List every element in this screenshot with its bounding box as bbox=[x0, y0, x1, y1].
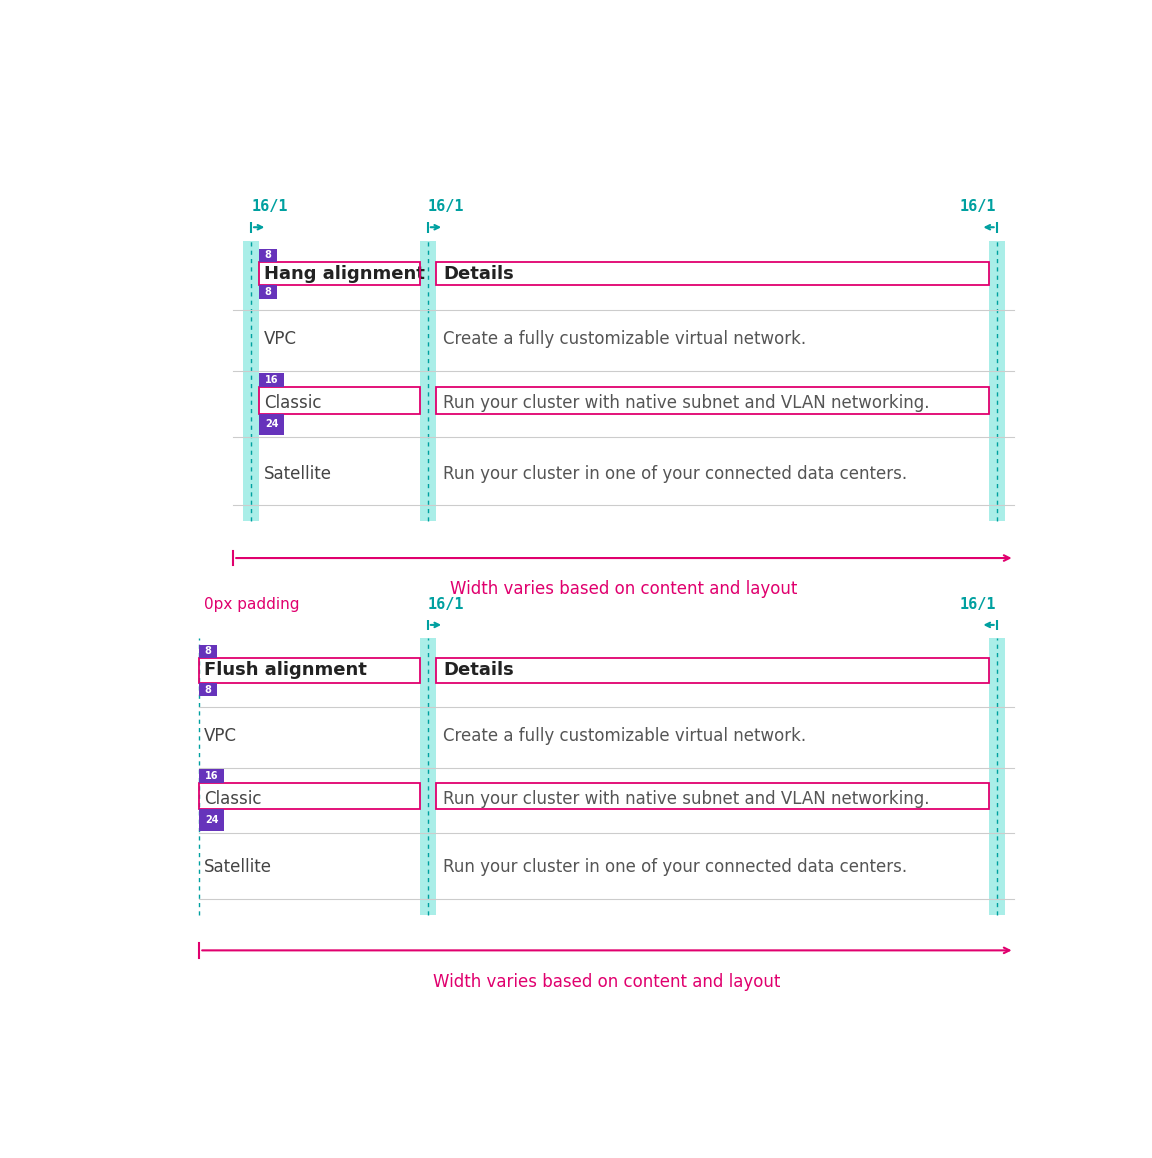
Bar bbox=[243, 241, 259, 521]
Bar bbox=[199, 658, 419, 683]
Text: Width varies based on content and layout: Width varies based on content and layout bbox=[433, 973, 781, 990]
Bar bbox=[259, 262, 419, 285]
Text: Run your cluster in one of your connected data centers.: Run your cluster in one of your connecte… bbox=[444, 858, 908, 877]
Text: 8: 8 bbox=[205, 646, 212, 657]
Text: 16/1: 16/1 bbox=[427, 199, 464, 214]
Text: Create a fully customizable virtual network.: Create a fully customizable virtual netw… bbox=[444, 330, 806, 347]
Bar bbox=[259, 413, 285, 435]
Bar bbox=[419, 638, 435, 915]
Bar bbox=[199, 769, 225, 783]
Bar bbox=[259, 285, 276, 299]
Bar bbox=[199, 809, 225, 831]
Bar bbox=[199, 783, 419, 809]
Text: 16/1: 16/1 bbox=[251, 199, 288, 214]
Bar bbox=[259, 387, 419, 413]
Bar bbox=[259, 249, 276, 262]
Text: Classic: Classic bbox=[204, 790, 262, 808]
Bar bbox=[435, 262, 988, 285]
Bar bbox=[259, 374, 285, 387]
Text: Details: Details bbox=[444, 661, 514, 680]
Text: Width varies based on content and layout: Width varies based on content and layout bbox=[450, 580, 797, 599]
Text: VPC: VPC bbox=[264, 330, 296, 347]
Text: 16/1: 16/1 bbox=[960, 596, 996, 611]
Text: VPC: VPC bbox=[204, 727, 237, 746]
Text: Run your cluster in one of your connected data centers.: Run your cluster in one of your connecte… bbox=[444, 466, 908, 483]
Bar bbox=[435, 783, 988, 809]
Text: 16: 16 bbox=[265, 375, 279, 386]
Text: Flush alignment: Flush alignment bbox=[204, 661, 366, 680]
Text: Details: Details bbox=[444, 264, 514, 283]
Bar bbox=[988, 638, 1005, 915]
Text: 8: 8 bbox=[205, 684, 212, 695]
Bar bbox=[988, 241, 1005, 521]
Bar bbox=[199, 683, 218, 696]
Text: Create a fully customizable virtual network.: Create a fully customizable virtual netw… bbox=[444, 727, 806, 746]
Bar bbox=[199, 645, 218, 658]
Bar bbox=[419, 241, 435, 521]
Text: Hang alignment: Hang alignment bbox=[264, 264, 424, 283]
Text: Satellite: Satellite bbox=[264, 466, 332, 483]
Text: 24: 24 bbox=[205, 815, 219, 826]
Bar bbox=[435, 387, 988, 413]
Text: 24: 24 bbox=[265, 419, 279, 430]
Text: Classic: Classic bbox=[264, 394, 321, 412]
Bar bbox=[435, 658, 988, 683]
Text: 16/1: 16/1 bbox=[427, 596, 464, 611]
Text: 0px padding: 0px padding bbox=[204, 596, 300, 611]
Text: Satellite: Satellite bbox=[204, 858, 272, 877]
Text: 8: 8 bbox=[265, 287, 272, 296]
Text: Run your cluster with native subnet and VLAN networking.: Run your cluster with native subnet and … bbox=[444, 394, 930, 412]
Text: Run your cluster with native subnet and VLAN networking.: Run your cluster with native subnet and … bbox=[444, 790, 930, 808]
Text: 16/1: 16/1 bbox=[960, 199, 996, 214]
Text: 16: 16 bbox=[205, 771, 219, 780]
Text: 8: 8 bbox=[265, 250, 272, 261]
